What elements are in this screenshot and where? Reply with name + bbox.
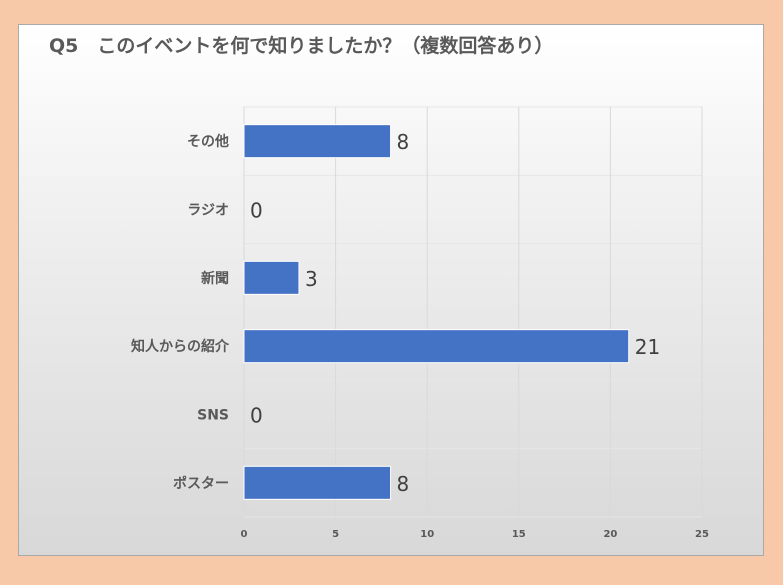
bar <box>243 260 300 295</box>
x-tick-label: 25 <box>695 529 709 540</box>
x-tick-label: 20 <box>603 529 617 540</box>
bar <box>243 465 392 500</box>
data-label: 8 <box>397 130 410 154</box>
data-label: 0 <box>250 199 263 223</box>
bar-chart: 0 5 10 15 20 25 その他 8 ラジオ 0 新聞 3 知人からの紹介 21 SNS 0 ポスター 8 <box>131 106 709 540</box>
x-tick-label: 5 <box>332 529 339 540</box>
category-label: その他 <box>187 133 229 150</box>
chart-title: Q5 このイベントを何で知りましたか？（複数回答あり） <box>49 35 554 57</box>
data-label: 0 <box>250 404 263 428</box>
category-label: SNS <box>197 408 229 424</box>
category-label: 知人からの紹介 <box>131 338 230 355</box>
x-tick-label: 15 <box>512 529 526 540</box>
chart-panel: Q5 このイベントを何で知りましたか？（複数回答あり） 0 5 10 15 20 25 その… <box>18 24 764 556</box>
bar <box>243 329 630 364</box>
data-label: 21 <box>635 335 660 359</box>
category-label: 新聞 <box>201 270 229 287</box>
data-label: 8 <box>397 472 410 496</box>
category-label: ラジオ <box>187 203 229 219</box>
category-label: ポスター <box>173 475 229 492</box>
x-tick-label: 0 <box>241 529 248 540</box>
bar <box>243 124 392 159</box>
data-label: 3 <box>305 267 318 291</box>
x-tick-label: 10 <box>420 529 434 540</box>
